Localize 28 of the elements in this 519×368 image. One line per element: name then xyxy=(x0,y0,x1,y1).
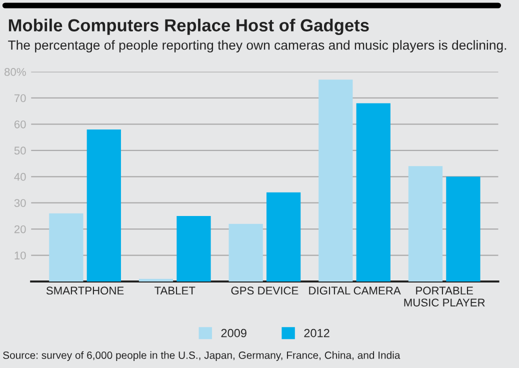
x-tick-label: SMARTPHONE xyxy=(46,286,124,295)
y-tick-label: 80% xyxy=(4,68,26,76)
bar xyxy=(408,166,443,282)
y-tick-label: 60 xyxy=(14,120,26,128)
x-tick-label: TABLET xyxy=(154,286,196,294)
x-tick-label: DIGITAL CAMERA xyxy=(309,286,401,295)
y-tick-label: 40 xyxy=(14,172,26,181)
bar xyxy=(446,176,480,282)
chart-title: Mobile Computers Replace Host of Gadgets xyxy=(8,18,369,35)
y-tick-label: 50 xyxy=(14,146,26,155)
y-tick-label: 30 xyxy=(14,199,26,207)
y-tick-label: 70 xyxy=(14,94,26,102)
bar xyxy=(266,192,301,282)
x-tick-label: PORTABLE MUSIC PLAYER xyxy=(404,286,485,307)
bar xyxy=(86,129,121,282)
bar xyxy=(228,224,263,282)
legend-label: 2012 xyxy=(304,328,330,338)
x-tick-label: GPS DEVICE xyxy=(231,286,298,295)
y-tick-label: 20 xyxy=(14,225,26,234)
bar xyxy=(356,103,390,282)
chart-subtitle: The percentage of people reporting they own cameras and music players is declining. xyxy=(8,40,506,52)
bar xyxy=(138,278,174,282)
legend-label: 2009 xyxy=(221,328,246,338)
bar xyxy=(176,216,211,282)
bar xyxy=(318,80,353,282)
y-tick-label: 10 xyxy=(14,252,26,260)
bar xyxy=(49,213,84,282)
source-note: Source: survey of 6,000 people in the U.S., Japan, Germany, France, China, and India xyxy=(3,351,400,361)
